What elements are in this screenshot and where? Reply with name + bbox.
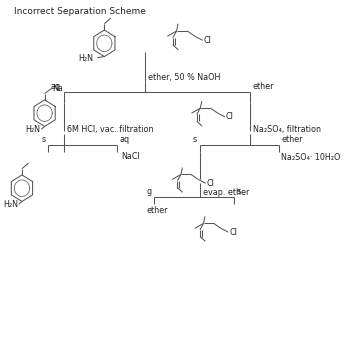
Text: Na: Na — [52, 84, 64, 93]
Text: H₂N: H₂N — [3, 201, 18, 209]
Text: Cl: Cl — [229, 228, 237, 237]
Text: Cl: Cl — [204, 36, 211, 45]
Text: NaCl: NaCl — [121, 152, 140, 161]
Text: Na₂SO₄, filtration: Na₂SO₄, filtration — [253, 125, 321, 134]
Text: Na₂SO₄· 10H₂O: Na₂SO₄· 10H₂O — [281, 153, 341, 162]
Text: ether, 50 % NaOH: ether, 50 % NaOH — [148, 73, 220, 82]
Text: s: s — [236, 187, 240, 196]
Text: H₂N: H₂N — [26, 125, 41, 134]
Text: Cl: Cl — [206, 179, 215, 188]
Text: evap. ether: evap. ether — [203, 188, 249, 197]
Text: s: s — [193, 135, 197, 144]
Text: ether: ether — [146, 206, 168, 215]
Text: 6M HCl, vac. filtration: 6M HCl, vac. filtration — [67, 125, 154, 134]
Text: aq: aq — [120, 135, 130, 144]
Text: g: g — [147, 187, 152, 196]
Text: ether: ether — [252, 82, 274, 92]
Text: Incorrect Separation Scheme: Incorrect Separation Scheme — [14, 7, 146, 15]
Text: H₂N: H₂N — [78, 54, 93, 63]
Text: s: s — [41, 135, 46, 144]
Text: aq: aq — [51, 82, 61, 92]
Text: ether: ether — [281, 135, 303, 144]
Text: Cl: Cl — [226, 112, 234, 121]
